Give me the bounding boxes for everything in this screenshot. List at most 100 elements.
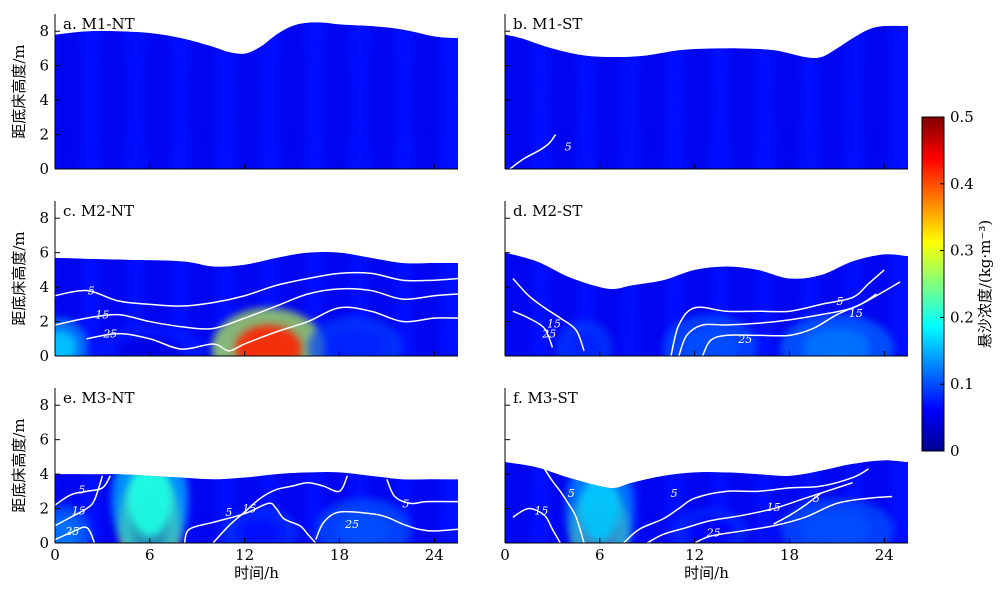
panel-f-field — [505, 460, 908, 543]
panel-f-band — [727, 460, 757, 543]
panel-f: 5 15 5 15 25 5 0 6 12 18 24 f. M3-ST 时间/h — [500, 388, 908, 582]
panel-e-contour-5 — [386, 478, 458, 505]
panel-f-contour-5 — [543, 468, 585, 543]
panel-c-band — [322, 252, 352, 356]
panel-e-contour-5 — [55, 475, 111, 506]
panel-e-ylabel: 距底床高度/m — [10, 418, 28, 512]
panel-b-band — [772, 25, 802, 169]
colorbar: 0 0.1 0.2 0.3 0.4 0.5 悬沙浓度/(kg·m⁻³) — [921, 108, 994, 460]
panel-a-band — [322, 22, 352, 170]
panel-a-y-tick-label: 2 — [39, 126, 49, 144]
panel-e-contour-label: 5 — [402, 497, 409, 510]
panel-e-band — [188, 472, 218, 543]
panel-d-contour-label: 15 — [849, 307, 863, 320]
colorbar-tick-label: 0.4 — [950, 175, 974, 193]
panel-c-band — [412, 252, 442, 356]
panel-e-contour-15 — [183, 502, 317, 543]
panel-d-contour-label: 25 — [541, 328, 556, 341]
panel-e-y-tick-label: 8 — [39, 396, 49, 414]
panel-c: 515 25 0 2 4 6 8 c. M2-NT 距底床高度/m — [10, 201, 458, 365]
panel-c-y-tick-label: 4 — [39, 278, 49, 296]
panel-c-y-tick-label: 2 — [39, 313, 49, 331]
panel-d-contour-5 — [670, 269, 885, 356]
panel-c-contour-25 — [86, 306, 458, 352]
panel-a-band — [233, 22, 262, 170]
panel-e-x-tick-label: 6 — [145, 546, 155, 564]
panel-e-band — [277, 472, 307, 543]
panel-e-y-tick-label: 0 — [39, 534, 49, 552]
panel-d-band — [548, 252, 578, 356]
panel-d-hotspot — [682, 328, 739, 356]
panel-e-contour-label: 15 — [242, 503, 256, 516]
panel-c-contour-15 — [55, 287, 458, 330]
panel-b-field — [505, 25, 908, 169]
panel-e-label: e. M3-NT — [63, 389, 135, 407]
panel-f-x-tick-label: 0 — [500, 546, 510, 564]
panel-e-x-tick-label: 12 — [235, 546, 254, 564]
panel-f-contour-label: 5 — [671, 487, 678, 500]
panel-b-band — [593, 25, 623, 169]
panel-c-contour-label: 15 — [95, 309, 109, 322]
panel-e-contour-label: 25 — [344, 518, 359, 531]
panel-b-band — [683, 25, 712, 169]
panel-f-label: f. M3-ST — [513, 389, 578, 407]
panel-f-contour-15 — [646, 482, 853, 543]
panel-d-hotspot — [567, 331, 601, 356]
panel-c-field — [55, 252, 458, 356]
panel-f-contour-15 — [512, 507, 561, 543]
panel-f-contour-label: 15 — [534, 504, 548, 517]
panel-a-band — [277, 22, 307, 170]
colorbar-label: 悬沙浓度/(kg·m⁻³) — [976, 220, 994, 348]
panel-d-contour-label: 25 — [737, 333, 752, 346]
panel-e-x-tick-label: 18 — [330, 546, 349, 564]
panel-d-band — [772, 252, 802, 356]
panel-b-band — [817, 25, 847, 169]
panel-e-y-tick-label: 2 — [39, 500, 49, 518]
panel-d-band — [638, 252, 668, 356]
panel-a-ylabel: 距底床高度/m — [10, 44, 28, 138]
panel-d-contour-label: 15 — [547, 317, 561, 330]
panel-c-y-tick-label: 6 — [39, 244, 49, 262]
panel-e-contour-label: 15 — [72, 504, 86, 517]
panel-c-ylabel: 距底床高度/m — [10, 231, 28, 325]
panel-b-contour-5 — [509, 134, 557, 169]
panel-c-band — [98, 252, 128, 356]
panel-e-contour-label: 5 — [78, 484, 85, 497]
panel-d-contour-label: 5 — [837, 295, 844, 308]
panel-f-contour-5 — [623, 468, 869, 543]
panel-a-y-tick-label: 4 — [39, 91, 49, 109]
panel-e-contour-15 — [55, 475, 104, 527]
panel-d-contour-15 — [512, 277, 585, 352]
panel-d-band — [593, 252, 623, 356]
panel-e-band — [98, 472, 128, 543]
panel-e-x-tick-label: 0 — [50, 546, 60, 564]
panel-e-x-tick-label: 24 — [425, 546, 444, 564]
panel-a-y-tick-label: 0 — [39, 160, 49, 178]
panel-c-label: c. M2-NT — [63, 202, 134, 220]
panel-d-band — [862, 252, 892, 356]
colorbar-tick-label: 0.2 — [950, 308, 974, 326]
panel-f-x-tick-label: 18 — [780, 546, 799, 564]
panel-f-contour-25 — [694, 495, 893, 543]
colorbar-tick-label: 0.3 — [950, 242, 974, 260]
panel-f-hotspot — [579, 474, 620, 543]
panel-c-hotspot — [116, 336, 184, 356]
panel-e-hotspot — [238, 518, 283, 543]
panel-d-field — [505, 252, 908, 356]
panel-a-band — [412, 22, 442, 170]
panel-c-y-tick-label: 8 — [39, 209, 49, 227]
panel-d-contour-25 — [512, 310, 554, 348]
panel-f-contour-label: 25 — [706, 527, 721, 540]
panel-a-y-tick-label: 8 — [39, 22, 49, 40]
panel-f-x-tick-label: 12 — [685, 546, 704, 564]
panel-c-contour-label: 5 — [88, 285, 95, 298]
panel-f-contour-5 — [773, 492, 822, 525]
panel-e-contour-label: 5 — [225, 506, 232, 519]
colorbar-gradient — [921, 116, 945, 452]
panel-d-band — [817, 252, 847, 356]
panel-d-contour-25 — [701, 293, 877, 356]
panel-a-band — [143, 22, 173, 170]
panel-e-y-tick-label: 4 — [39, 465, 49, 483]
